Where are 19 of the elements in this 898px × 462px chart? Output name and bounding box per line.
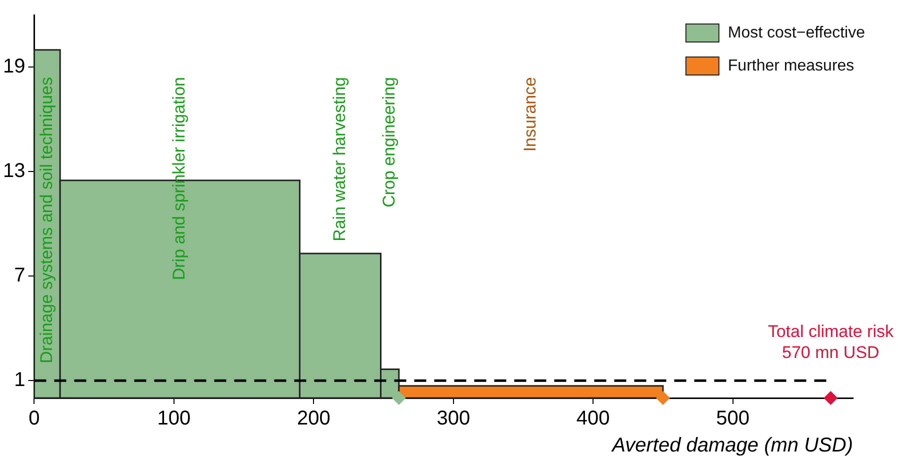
annotation: Total climate risk 570 mn USD <box>768 322 894 362</box>
x-axis-title: Averted damage (mn USD) <box>611 434 853 457</box>
annotation: Drainage systems and soil techniques <box>36 77 56 364</box>
annotation: Rain water harvesting <box>330 77 349 242</box>
x-tick-label: 100 <box>157 408 191 430</box>
annotation: Crop engineering <box>380 77 399 208</box>
annotation: Insurance <box>520 77 540 152</box>
x-tick-label: 400 <box>576 408 610 430</box>
x-tick-label: 300 <box>436 408 470 430</box>
y-tick-label: 13 <box>2 160 26 182</box>
annotation: Drip and sprinkler irrigation <box>170 77 189 280</box>
x-tick-label: 0 <box>28 408 40 430</box>
y-tick-label: 19 <box>2 56 26 78</box>
legend-label: Further measures <box>728 57 854 74</box>
legend-label: Most cost−effective <box>728 24 866 42</box>
x-tick-label: 500 <box>716 408 750 430</box>
y-tick-label: 7 <box>14 264 26 287</box>
y-tick-label: 1 <box>14 369 26 392</box>
x-tick-label: 200 <box>296 408 330 430</box>
